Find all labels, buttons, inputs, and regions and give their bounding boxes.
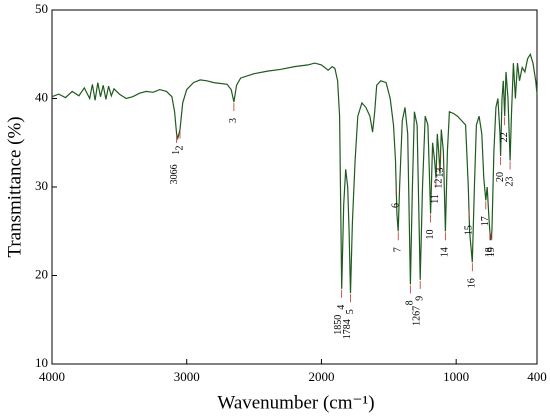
peak-label: 13 bbox=[435, 168, 446, 178]
x-tick-label: 3000 bbox=[174, 369, 200, 384]
peak-label: 8 bbox=[405, 300, 416, 305]
peak-label: 19 bbox=[486, 247, 497, 257]
peak-label: 2 bbox=[174, 145, 185, 150]
peak-label: 20 bbox=[495, 172, 506, 182]
peak-label: 12 bbox=[434, 179, 445, 189]
x-tick-label: 1000 bbox=[443, 369, 469, 384]
wavenumber-label: 1850 bbox=[333, 315, 344, 335]
wavenumber-label: 1784 bbox=[342, 319, 353, 339]
x-tick-label: 4000 bbox=[39, 369, 65, 384]
peak-label: 7 bbox=[393, 247, 404, 252]
x-axis-label: Wavenumber (cm⁻¹) bbox=[217, 392, 374, 413]
y-tick-label: 50 bbox=[35, 1, 48, 16]
peak-label: 10 bbox=[425, 230, 436, 240]
peak-label: 23 bbox=[504, 176, 515, 186]
wavenumber-label: 3066 bbox=[169, 164, 180, 184]
x-tick-label: 2000 bbox=[308, 369, 334, 384]
peak-label: 6 bbox=[391, 203, 402, 208]
spectrum-line bbox=[51, 52, 538, 294]
y-tick-label: 40 bbox=[35, 89, 48, 104]
wavenumber-label: 1267 bbox=[411, 306, 422, 326]
peak-label: 18 bbox=[484, 247, 495, 257]
y-axis-label: Transmittance (%) bbox=[4, 116, 25, 257]
peak-label: 15 bbox=[463, 225, 474, 235]
peak-label: 22 bbox=[499, 132, 510, 142]
x-tick-label: 400 bbox=[527, 369, 547, 384]
plot-frame bbox=[51, 9, 538, 365]
peak-label: 4 bbox=[336, 305, 347, 310]
peak-label: 14 bbox=[440, 247, 451, 257]
peak-label: 1 bbox=[171, 150, 182, 155]
peak-label: 16 bbox=[467, 278, 478, 288]
y-tick-label: 30 bbox=[35, 178, 48, 193]
y-tick-label: 20 bbox=[35, 266, 48, 281]
y-tick-label: 10 bbox=[35, 355, 48, 370]
peak-label: 11 bbox=[430, 194, 441, 204]
peak-label: 3 bbox=[228, 118, 239, 123]
peak-label: 5 bbox=[345, 309, 356, 314]
peak-label: 17 bbox=[480, 216, 491, 226]
peak-label: 9 bbox=[414, 296, 425, 301]
